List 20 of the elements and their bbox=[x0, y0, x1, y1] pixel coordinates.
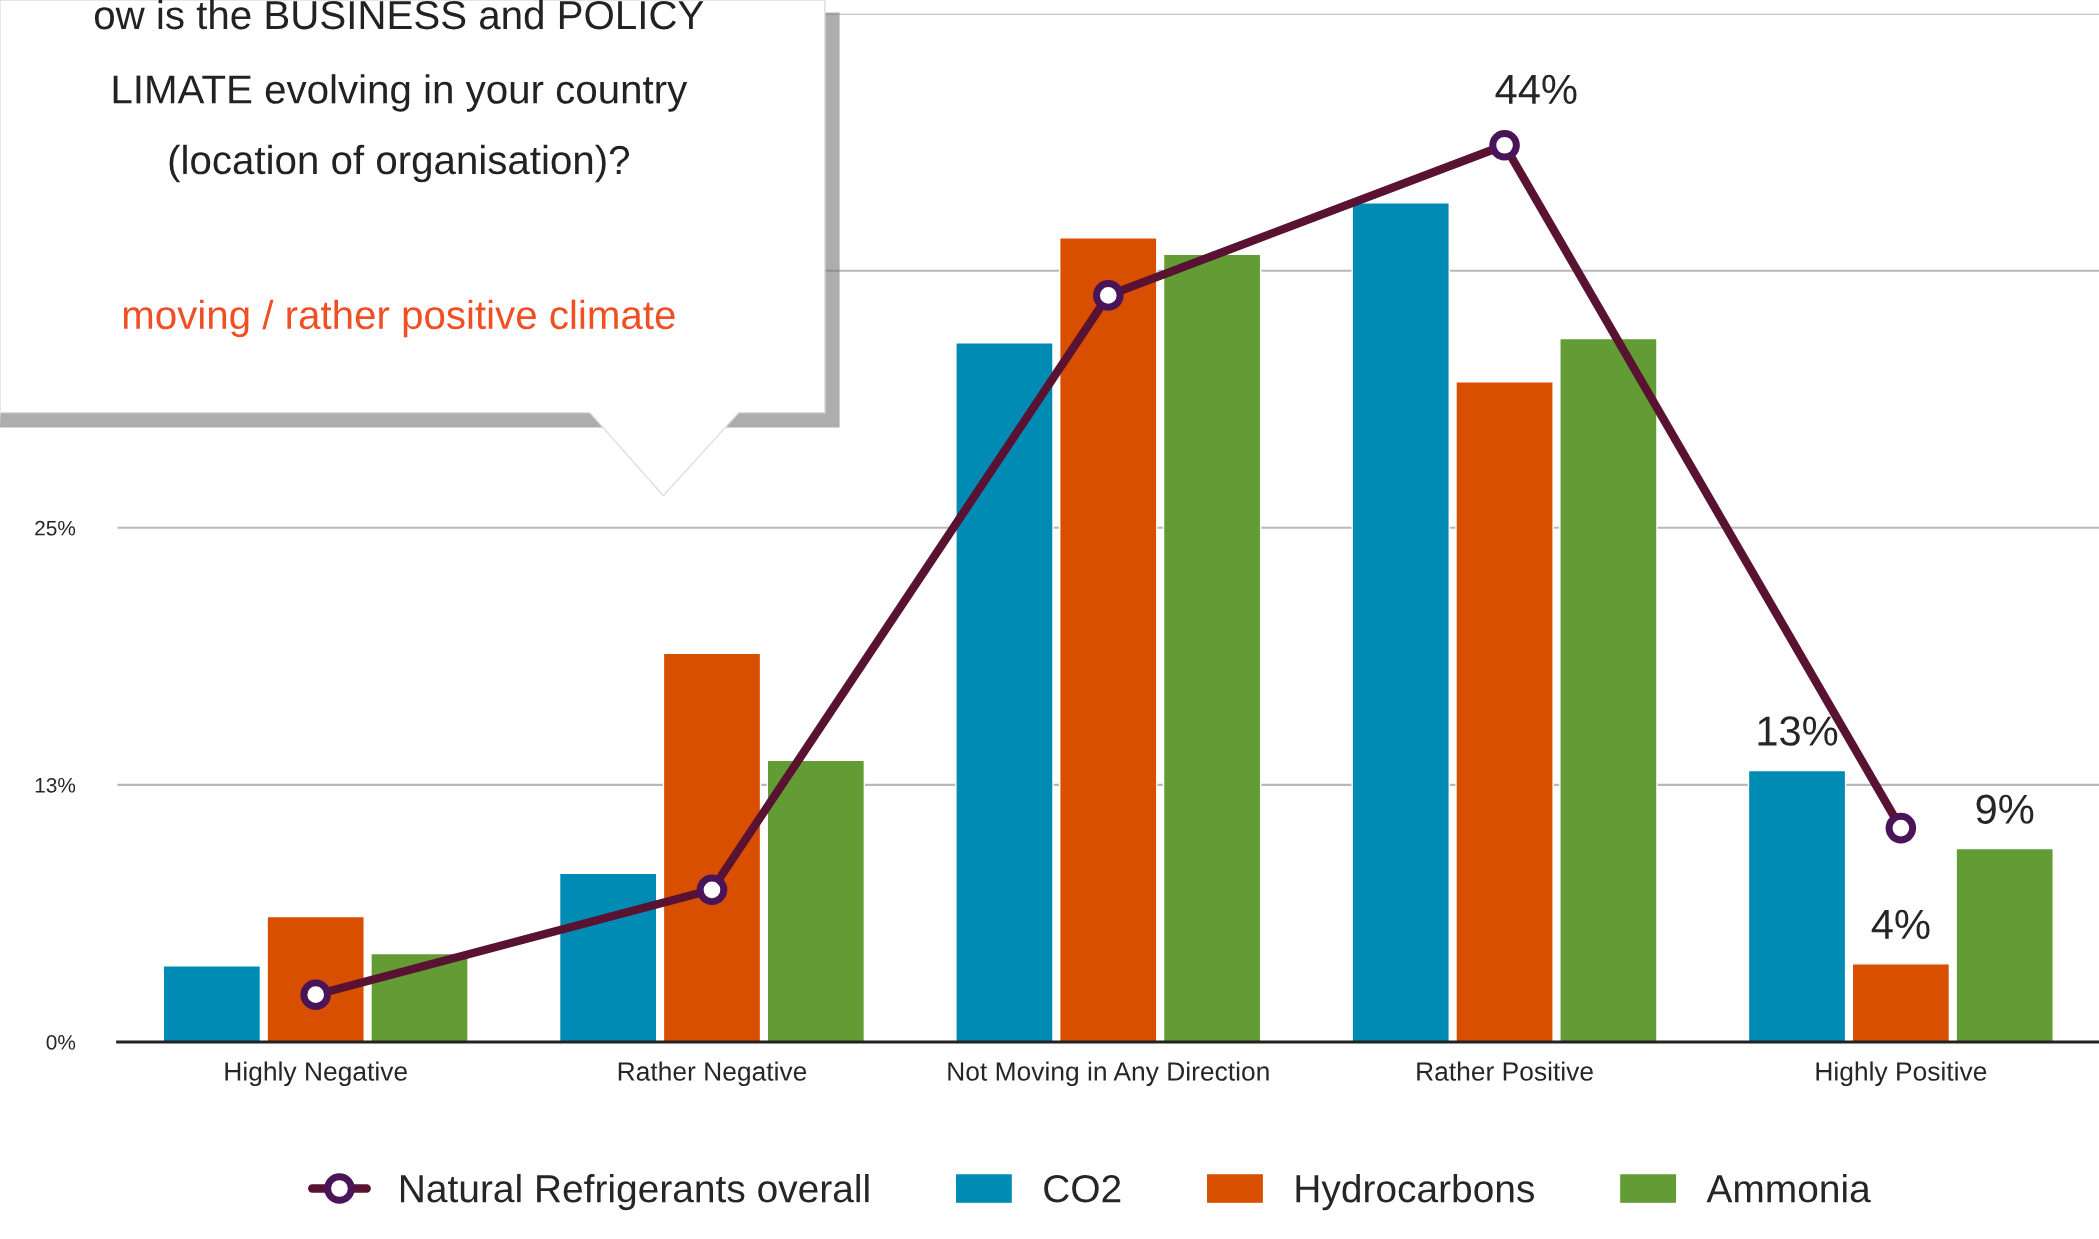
x-tick-label: Highly Negative bbox=[225, 1061, 407, 1087]
data-label: 13% bbox=[1758, 716, 1838, 746]
y-tick-label: 25% bbox=[35, 520, 76, 536]
x-tick-label: Rather Negative bbox=[618, 1061, 807, 1087]
data-label: 9% bbox=[1976, 794, 2034, 824]
data-label: 4% bbox=[1871, 909, 1930, 939]
y-tick-label: 13% bbox=[35, 777, 76, 793]
x-tick-label: Not Moving in Any Direction bbox=[948, 1061, 1269, 1087]
x-tick-label: Highly Positive bbox=[1816, 1061, 1987, 1087]
legend-label: Natural Refrigerants overall bbox=[400, 1173, 869, 1211]
y-tick-label: 0% bbox=[46, 1035, 76, 1050]
legend-label: Ammonia bbox=[1706, 1173, 1871, 1203]
annotation: (location of organisation)? bbox=[169, 144, 630, 183]
annotation: ow is the BUSINESS and POLICY bbox=[94, 0, 704, 30]
legend-label: CO2 bbox=[1044, 1174, 1121, 1203]
data-label: 44% bbox=[1495, 74, 1577, 104]
annotation: moving / rather positive climate bbox=[123, 299, 675, 338]
annotation: LIMATE evolving in your country bbox=[113, 74, 688, 112]
x-tick-label: Rather Positive bbox=[1417, 1061, 1593, 1081]
legend-label: Hydrocarbons bbox=[1296, 1173, 1534, 1211]
